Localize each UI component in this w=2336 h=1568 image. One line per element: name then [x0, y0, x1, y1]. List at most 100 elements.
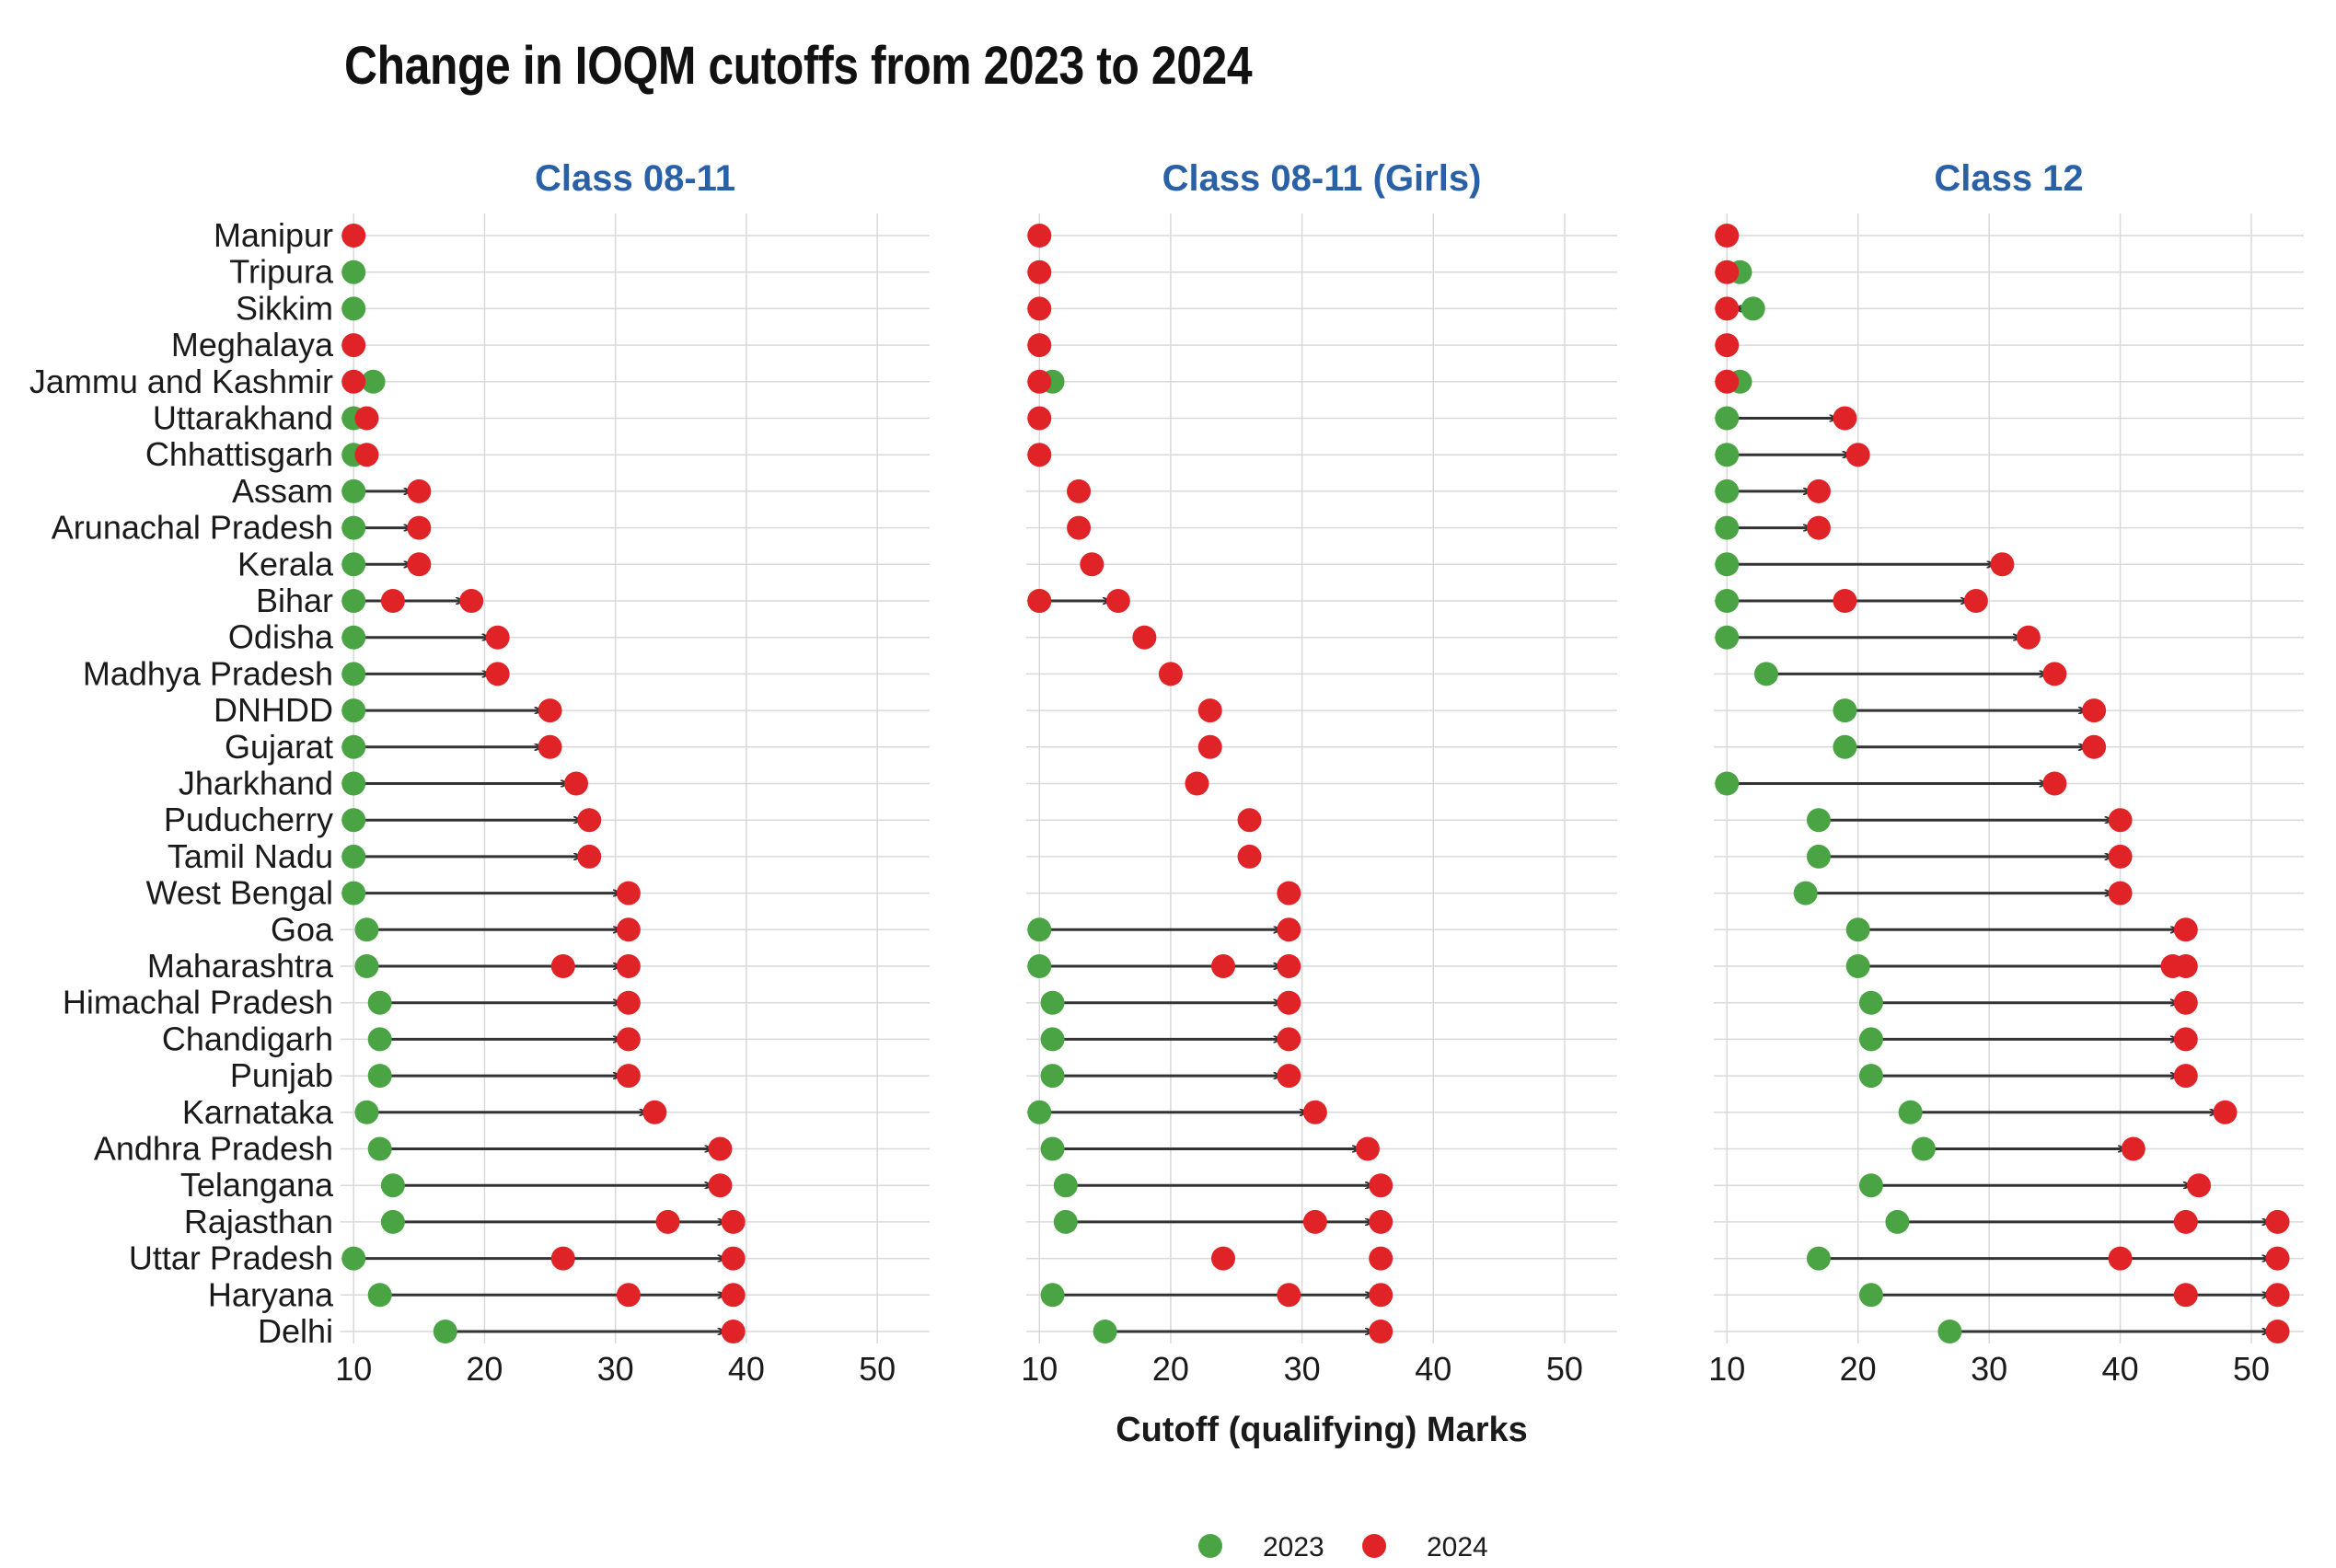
point-2024 [2173, 1064, 2198, 1089]
point-2024 [407, 515, 432, 540]
point-2024 [1715, 259, 1740, 284]
point-2024 [2108, 1246, 2133, 1271]
point-2023 [1040, 1027, 1065, 1052]
x-tick-label: 20 [466, 1350, 503, 1388]
point-2024 [1197, 734, 1222, 759]
point-2023 [361, 369, 386, 394]
point-2023 [1833, 698, 1857, 723]
point-2024 [2213, 1100, 2238, 1124]
point-2024 [1027, 333, 1052, 358]
x-tick-label: 30 [1284, 1350, 1321, 1388]
legend-label-2024: 2024 [1427, 1532, 1488, 1562]
point-2023 [341, 844, 366, 869]
state-label: Kerala [237, 545, 334, 582]
state-label: Uttarakhand [153, 399, 333, 437]
point-2023 [1093, 1320, 1117, 1343]
point-2023 [1858, 1173, 1883, 1198]
point-2024 [1302, 1100, 1327, 1124]
point-2023 [1715, 478, 1740, 503]
state-label: Assam [232, 472, 333, 510]
point-2024 [1833, 406, 1857, 431]
point-2023 [1027, 1100, 1052, 1124]
point-2023 [380, 1173, 405, 1198]
point-2023 [367, 990, 392, 1015]
point-2023 [1027, 917, 1052, 942]
state-label: Goa [271, 910, 334, 948]
x-tick-label: 50 [2233, 1350, 2270, 1388]
point-2023 [1937, 1320, 1962, 1343]
point-2024 [2265, 1283, 2290, 1308]
state-label: Uttar Pradesh [129, 1239, 333, 1277]
state-label: Haryana [208, 1275, 334, 1313]
point-2023 [341, 259, 366, 284]
state-label: Sikkim [236, 289, 333, 327]
point-2024 [721, 1283, 746, 1308]
point-2024 [1715, 296, 1740, 321]
point-2024 [1067, 515, 1092, 540]
point-2024 [2173, 917, 2198, 942]
point-2024 [708, 1136, 733, 1161]
point-2024 [2265, 1209, 2290, 1234]
state-label: Chhattisgarh [145, 435, 333, 473]
state-label: Maharashtra [147, 947, 334, 985]
point-2023 [1858, 1283, 1883, 1308]
point-2024 [1211, 954, 1235, 978]
state-label: Punjab [230, 1056, 333, 1094]
point-2024 [616, 1027, 641, 1052]
point-2023 [1027, 954, 1052, 978]
point-2024 [2173, 1209, 2198, 1234]
legend-marker-2024 [1362, 1534, 1386, 1558]
legend-label-2023: 2023 [1263, 1532, 1324, 1562]
point-2023 [1040, 1064, 1065, 1089]
point-2023 [1715, 589, 1740, 613]
point-2024 [550, 1246, 575, 1271]
point-2024 [708, 1173, 733, 1198]
state-label: Madhya Pradesh [83, 654, 333, 692]
point-2023 [341, 1246, 366, 1271]
point-2024 [1211, 1246, 1235, 1271]
point-2023 [354, 954, 379, 978]
point-2024 [2082, 734, 2107, 759]
point-2024 [459, 589, 484, 613]
point-2024 [538, 698, 562, 723]
point-2024 [577, 808, 602, 833]
point-2023 [1040, 1283, 1065, 1308]
state-label: Jammu and Kashmir [29, 363, 333, 400]
point-2023 [1715, 552, 1740, 577]
state-label: Meghalaya [171, 326, 334, 363]
state-label: Tripura [229, 253, 334, 291]
point-2024 [1715, 369, 1740, 394]
state-label: Arunachal Pradesh [52, 509, 333, 547]
point-2023 [367, 1027, 392, 1052]
point-2024 [407, 478, 432, 503]
point-2024 [407, 552, 432, 577]
point-2024 [341, 369, 366, 394]
point-2023 [367, 1064, 392, 1089]
point-2024 [2187, 1173, 2212, 1198]
point-2024 [577, 844, 602, 869]
point-2023 [1715, 771, 1740, 796]
point-2024 [721, 1320, 746, 1343]
point-2024 [354, 406, 379, 431]
point-2023 [367, 1283, 392, 1308]
point-2023 [1040, 1136, 1065, 1161]
point-2024 [616, 1064, 641, 1089]
point-2024 [616, 990, 641, 1015]
point-2023 [1858, 1027, 1883, 1052]
point-2023 [354, 1100, 379, 1124]
point-2024 [1715, 224, 1740, 248]
point-2024 [1806, 515, 1831, 540]
point-2023 [354, 917, 379, 942]
point-2024 [485, 625, 510, 650]
point-2023 [341, 589, 366, 613]
point-2024 [1369, 1209, 1394, 1234]
point-2023 [341, 478, 366, 503]
point-2024 [1158, 662, 1183, 686]
point-2024 [2042, 771, 2067, 796]
point-2023 [1715, 406, 1740, 431]
point-2023 [1845, 954, 1870, 978]
x-tick-label: 40 [1415, 1350, 1451, 1388]
state-label: Andhra Pradesh [94, 1130, 333, 1168]
x-tick-label: 30 [597, 1350, 634, 1388]
